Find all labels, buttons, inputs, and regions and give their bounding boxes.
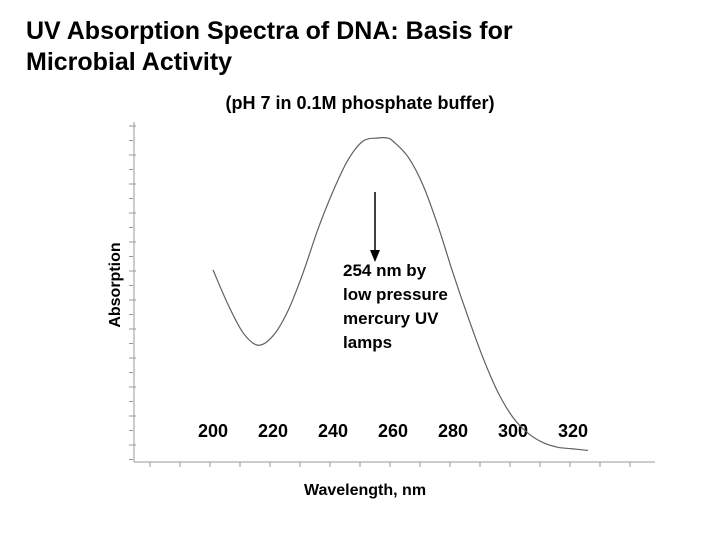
x-tick-label: 260 [378, 421, 408, 441]
annotation-arrow-head [370, 250, 380, 262]
absorption-curve [212, 137, 589, 452]
annotation-line-2: low pressure [343, 285, 448, 304]
x-tick-label: 200 [198, 421, 228, 441]
x-tick-label: 240 [318, 421, 348, 441]
x-tick-label: 300 [498, 421, 528, 441]
x-tick-label: 220 [258, 421, 288, 441]
x-tick-label: 320 [558, 421, 588, 441]
annotation-line-1: 254 nm by [343, 261, 427, 280]
x-axis-label: Wavelength, nm [303, 482, 427, 499]
chart-subtitle: (pH 7 in 0.1M phosphate buffer) [225, 93, 495, 113]
chart-title: UV Absorption Spectra of DNA: Basis for … [26, 17, 513, 76]
annotation-line-3: mercury UV [343, 309, 439, 328]
annotation-line-4: lamps [343, 333, 393, 352]
annotation-text: 254 nm by low pressure mercury UV lamps [343, 259, 493, 355]
x-tick-label: 280 [438, 421, 468, 441]
